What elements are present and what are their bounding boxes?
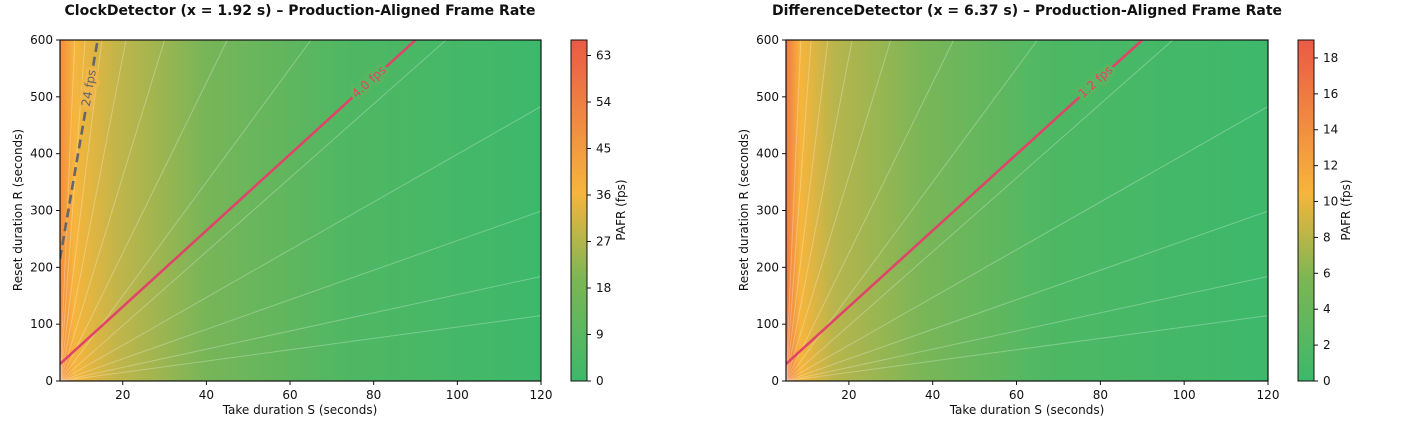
y-tick-label: 300 xyxy=(30,204,53,218)
y-axis-ticks: 0 100 200 300 400 500 600 xyxy=(30,33,60,388)
contour-band-edge xyxy=(786,40,829,381)
colorbar-tick-label: 16 xyxy=(1323,87,1338,101)
y-tick-label: 200 xyxy=(30,260,53,274)
y-tick-label: 300 xyxy=(756,204,779,218)
colorbar-tick-label: 0 xyxy=(596,374,604,388)
contour-band-edge xyxy=(786,275,1268,381)
contour-band-edge xyxy=(786,40,853,381)
colorbar-tick-label: 36 xyxy=(596,188,611,202)
colorbar-tick-label: 14 xyxy=(1323,123,1338,137)
colorbar-ticks: 0 2 4 6 8 10 12 14 16 18 xyxy=(1314,51,1338,388)
contour-band-edge xyxy=(60,40,228,381)
colorbar-tick-label: 4 xyxy=(1323,302,1331,316)
y-tick-label: 200 xyxy=(756,260,779,274)
panel-clock-detector: ClockDetector (x = 1.92 s) – Production-… xyxy=(11,3,628,417)
colorbar-label: PAFR (fps) xyxy=(614,179,628,240)
contour-band-edge xyxy=(60,40,103,381)
contour-field xyxy=(60,40,541,381)
colorbar-tick-label: 63 xyxy=(596,49,611,63)
x-tick-label: 80 xyxy=(1093,388,1108,402)
x-tick-label: 120 xyxy=(530,388,553,402)
contour-band-edge xyxy=(60,210,541,381)
contour-band-edge xyxy=(786,315,1268,381)
x-axis-ticks: 20 40 60 80 100 120 xyxy=(115,381,552,402)
contour-band-edge xyxy=(786,40,892,381)
contour-line xyxy=(60,40,99,260)
contour-lines xyxy=(60,40,417,365)
y-tick-label: 0 xyxy=(771,374,779,388)
colorbar-tick-label: 54 xyxy=(596,95,611,109)
y-tick-label: 600 xyxy=(30,33,53,47)
contour-band-edge xyxy=(786,40,1174,381)
contour-band-edge xyxy=(60,106,541,381)
contour-band-edge xyxy=(60,40,166,381)
x-tick-label: 20 xyxy=(841,388,856,402)
contour-band-edge xyxy=(60,275,541,381)
contour-line xyxy=(60,40,417,365)
colorbar-tick-label: 18 xyxy=(1323,51,1338,65)
contour-band-edge xyxy=(60,40,127,381)
contour-band-edge xyxy=(786,106,1268,381)
contour-line xyxy=(786,40,1144,365)
y-tick-label: 100 xyxy=(756,317,779,331)
y-axis-label: Reset duration R (seconds) xyxy=(11,129,25,291)
panel-difference-detector: DifferenceDetector (x = 6.37 s) – Produc… xyxy=(737,3,1353,417)
contour-lines xyxy=(786,40,1144,365)
x-tick-label: 60 xyxy=(1009,388,1024,402)
chart-title: DifferenceDetector (x = 6.37 s) – Produc… xyxy=(772,3,1282,19)
x-axis-label: Take duration S (seconds) xyxy=(949,403,1105,417)
contour-bands xyxy=(786,40,1268,381)
colorbar-tick-label: 8 xyxy=(1323,230,1331,244)
y-tick-label: 0 xyxy=(45,374,53,388)
x-tick-label: 120 xyxy=(1257,388,1280,402)
y-tick-label: 100 xyxy=(30,317,53,331)
colorbar-tick-label: 0 xyxy=(1323,374,1331,388)
y-axis-label: Reset duration R (seconds) xyxy=(737,129,751,291)
contour-field xyxy=(786,40,1268,381)
colorbar-ticks: 0 9 18 27 36 45 54 63 xyxy=(587,49,611,388)
x-tick-label: 40 xyxy=(199,388,214,402)
colorbar: 0 9 18 27 36 45 54 63 PAFR (fps) xyxy=(570,39,628,388)
plot-area xyxy=(786,40,1268,381)
colorbar-tick-label: 12 xyxy=(1323,159,1338,173)
chart-title: ClockDetector (x = 1.92 s) – Production-… xyxy=(65,3,536,19)
plot-area xyxy=(60,40,541,381)
x-tick-label: 20 xyxy=(115,388,130,402)
x-tick-label: 80 xyxy=(366,388,381,402)
colorbar-gradient xyxy=(1297,39,1315,382)
y-tick-label: 600 xyxy=(756,33,779,47)
x-tick-label: 60 xyxy=(282,388,297,402)
y-tick-label: 500 xyxy=(756,90,779,104)
colorbar-tick-label: 27 xyxy=(596,235,611,249)
colorbar-tick-label: 45 xyxy=(596,142,611,156)
colorbar-label: PAFR (fps) xyxy=(1339,179,1353,240)
y-tick-label: 500 xyxy=(30,90,53,104)
contour-band-edge xyxy=(60,315,541,381)
colorbar-tick-label: 18 xyxy=(596,281,611,295)
contour-band-edge xyxy=(786,210,1268,381)
contour-band-edge xyxy=(60,40,447,381)
x-axis-ticks: 20 40 60 80 100 120 xyxy=(841,381,1279,402)
x-tick-label: 100 xyxy=(446,388,469,402)
y-axis-ticks: 0 100 200 300 400 500 600 xyxy=(756,33,786,388)
colorbar: 0 2 4 6 8 10 12 14 16 18 PAFR (fps) xyxy=(1297,39,1353,388)
x-axis-label: Take duration S (seconds) xyxy=(222,403,378,417)
colorbar-tick-label: 9 xyxy=(596,328,604,342)
contour-band-edge xyxy=(786,40,812,381)
colorbar-tick-label: 10 xyxy=(1323,195,1338,209)
contour-band-edge xyxy=(786,40,802,381)
colorbar-gradient xyxy=(570,39,588,382)
colorbar-tick-label: 6 xyxy=(1323,266,1331,280)
colorbar-tick-label: 2 xyxy=(1323,338,1331,352)
contour-band-edge xyxy=(786,40,955,381)
y-tick-label: 400 xyxy=(756,147,779,161)
x-tick-label: 40 xyxy=(925,388,940,402)
contour-band-edge xyxy=(60,40,86,381)
x-tick-label: 100 xyxy=(1173,388,1196,402)
y-tick-label: 400 xyxy=(30,147,53,161)
